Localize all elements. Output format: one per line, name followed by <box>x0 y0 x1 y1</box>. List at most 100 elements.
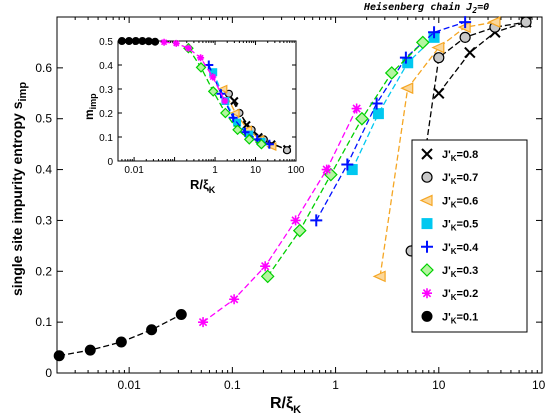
legend-marker <box>421 171 433 183</box>
series-line <box>351 36 435 170</box>
data-point <box>175 309 187 321</box>
data-point <box>220 107 231 119</box>
y-tick-label: 0.5 <box>99 37 113 48</box>
data-point <box>428 26 441 39</box>
data-point <box>195 62 207 73</box>
data-point <box>198 317 209 328</box>
data-point <box>464 46 476 59</box>
plot-frame <box>56 16 543 374</box>
inset-y-axis-label: mimp <box>82 93 98 120</box>
data-point <box>292 223 307 238</box>
data-point <box>372 108 384 120</box>
data-point <box>151 37 160 46</box>
data-point <box>459 31 471 43</box>
x-tick-label: 1 <box>212 165 218 176</box>
y-tick-label: 0.6 <box>35 61 52 75</box>
data-point <box>232 124 243 136</box>
data-point <box>351 103 362 114</box>
legend-marker <box>421 240 433 253</box>
data-point <box>229 294 240 305</box>
x-tick-label: 100 <box>532 378 545 392</box>
x-tick-label: 0.01 <box>124 165 144 176</box>
data-point <box>229 108 240 118</box>
x-tick-label: 100 <box>288 165 305 176</box>
legend-label: J'K=0.4 <box>442 242 479 256</box>
data-point <box>399 51 412 64</box>
y-tick-label: 0 <box>107 157 113 168</box>
y-tick-label: 0.3 <box>99 85 113 96</box>
main-series <box>53 16 532 362</box>
data-point <box>228 113 238 123</box>
data-point <box>146 324 158 336</box>
inset-x-axis-label: R/ξK <box>190 177 216 195</box>
data-point <box>384 66 399 80</box>
data-point <box>290 215 301 226</box>
legend-label: J'K=0.1 <box>442 311 478 325</box>
y-tick-label: 0.1 <box>99 133 113 144</box>
data-point <box>125 37 134 45</box>
legend-marker <box>421 218 433 230</box>
data-point <box>372 270 386 283</box>
chart-annotation: Heisenberg chain J2=0 <box>363 1 489 15</box>
legend-label: J'K=0.5 <box>442 219 478 233</box>
data-point <box>131 37 140 45</box>
y-tick-label: 0.2 <box>35 264 52 278</box>
y-tick-label: 0.1 <box>35 315 52 329</box>
x-tick-label: 10 <box>250 165 262 176</box>
y-tick-label: 0 <box>45 366 52 380</box>
data-point <box>184 44 192 52</box>
inset-plot: 0.01 1 10 100 0 0.1 0.2 0.3 0.4 0.5 <box>99 37 305 176</box>
y-tick-label: 0.2 <box>99 109 113 120</box>
data-point <box>433 87 445 99</box>
legend-marker <box>421 148 433 160</box>
inset-frame <box>117 40 297 162</box>
y-axis-label: single site impurity entropy simp <box>9 82 29 296</box>
data-point <box>282 146 292 155</box>
y-tick-label: 0.4 <box>35 163 52 177</box>
data-point <box>459 16 472 29</box>
data-point <box>117 37 126 45</box>
data-point <box>84 344 96 356</box>
legend: J'K=0.8 J'K=0.7 J'K=0.6 J'K=0.5 J'K=0.4 J'K=0… <box>411 139 528 333</box>
y-tick-label: 0.4 <box>99 61 113 72</box>
series-line <box>202 108 358 323</box>
data-point <box>433 52 445 64</box>
data-point <box>346 164 358 176</box>
legend-label: J'K=0.7 <box>442 172 478 186</box>
data-point <box>310 214 323 227</box>
legend-label: J'K=0.8 <box>442 149 478 163</box>
data-point <box>341 158 354 171</box>
series-line <box>267 41 424 277</box>
data-point <box>400 82 414 95</box>
data-point <box>520 16 532 28</box>
series-line <box>379 21 496 277</box>
inset-series <box>117 37 292 155</box>
x-tick-label: 0.1 <box>224 378 241 392</box>
data-point <box>209 73 217 81</box>
data-point <box>221 97 229 105</box>
legend-marker <box>421 310 433 322</box>
data-point <box>260 261 271 272</box>
legend-marker <box>422 288 432 299</box>
data-point <box>53 350 65 362</box>
data-point <box>115 336 127 348</box>
x-axis-label: R/ξK <box>270 395 301 416</box>
data-point <box>370 97 383 110</box>
data-point <box>217 84 228 94</box>
series-line <box>438 21 527 94</box>
legend-marker <box>420 263 434 277</box>
data-point <box>415 35 430 50</box>
y-tick-label: 0.5 <box>35 112 52 126</box>
x-tick-label: 10 <box>432 378 446 392</box>
data-point <box>172 39 180 47</box>
series-line <box>315 21 466 221</box>
data-point <box>431 41 445 54</box>
data-point <box>355 111 369 126</box>
data-point <box>321 164 332 175</box>
legend-label: J'K=0.3 <box>442 265 478 279</box>
data-point <box>256 138 267 150</box>
y-tick-label: 0.3 <box>35 213 52 227</box>
